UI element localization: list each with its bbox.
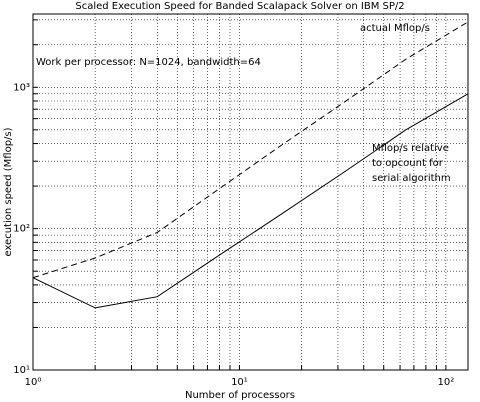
x-tick-label: 10² — [438, 377, 455, 388]
y-axis-label: execution speed (Mflop/s) — [3, 127, 14, 256]
x-tick-label: 10⁰ — [25, 377, 42, 388]
data-line — [33, 93, 468, 309]
y-tick-label: 10³ — [13, 82, 30, 93]
x-axis-label: Number of processors — [185, 390, 295, 401]
annotation: Work per processor: N=1024, bandwidth=64 — [36, 57, 261, 68]
y-tick-label: 10² — [13, 224, 30, 235]
series-label: actual Mflop/s — [360, 23, 430, 34]
y-tick-label: 10¹ — [13, 365, 30, 376]
data-line — [33, 21, 468, 279]
x-tick-label: 10¹ — [231, 377, 248, 388]
chart-title: Scaled Execution Speed for Banded Scalap… — [75, 1, 404, 12]
series-label: Mflop/s relative to opcount for serial alg… — [372, 143, 451, 184]
